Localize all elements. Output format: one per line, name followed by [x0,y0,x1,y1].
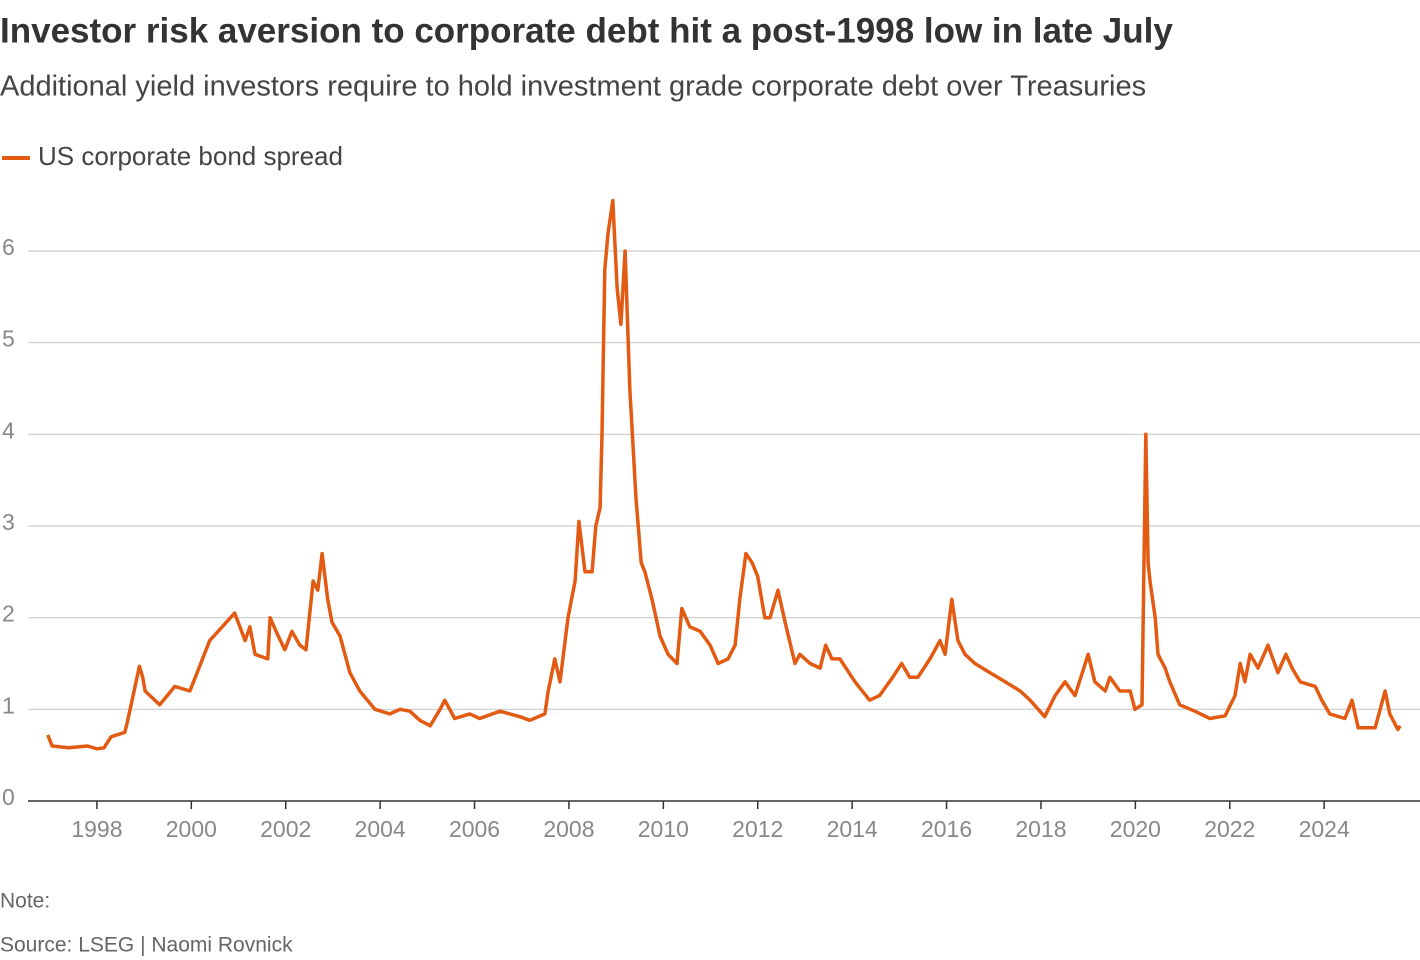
y-tick-label: 1 [2,692,15,718]
x-tick-label: 2014 [827,816,878,842]
x-tick-label: 2006 [449,816,500,842]
y-tick-label: 6 [2,234,15,260]
x-tick-label: 2016 [921,816,972,842]
x-tick-label: 2022 [1204,816,1255,842]
x-tick-label: 1998 [71,816,122,842]
y-tick-label: 2 [2,601,15,627]
x-tick-label: 2000 [166,816,217,842]
y-tick-label: 0 [2,784,15,810]
x-tick-label: 2004 [355,816,406,842]
y-tick-label: 3 [2,509,15,535]
x-tick-label: 2024 [1299,816,1350,842]
chart-subtitle: Additional yield investors require to ho… [0,71,1146,103]
chart-title: Investor risk aversion to corporate debt… [0,11,1173,50]
line-series [46,198,1402,751]
y-tick-label: 4 [2,417,15,443]
x-tick-label: 2012 [732,816,783,842]
source: Source: LSEG | Naomi Rovnick [0,934,293,957]
x-tick-label: 2002 [260,816,311,842]
x-tick-label: 2020 [1110,816,1161,842]
y-tick-label: 5 [2,326,15,352]
x-tick-label: 2010 [638,816,689,842]
x-tick-label: 2018 [1015,816,1066,842]
x-tick-label: 2008 [543,816,594,842]
legend-label: US corporate bond spread [38,141,343,171]
note: Note: [0,890,50,913]
